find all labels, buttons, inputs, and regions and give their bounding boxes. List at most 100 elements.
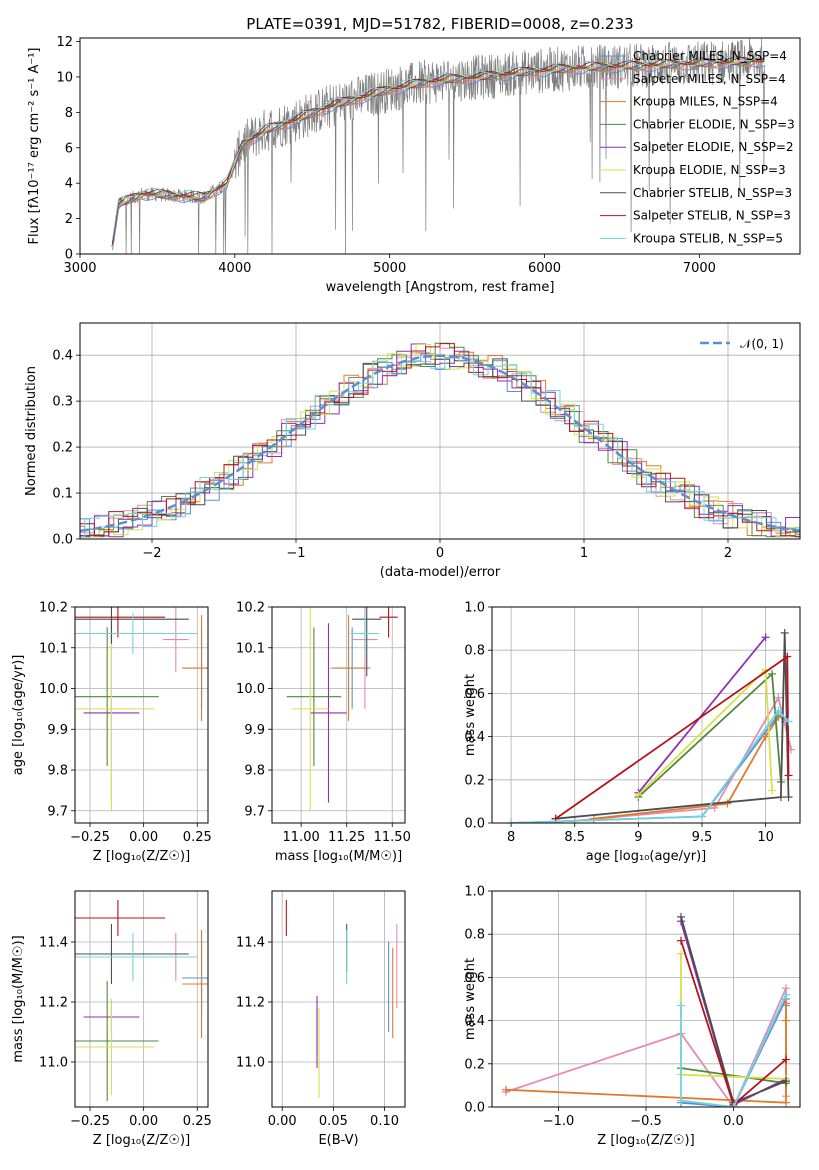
- x-tick-label: −1: [286, 546, 305, 561]
- weight-marker: [782, 1055, 790, 1064]
- x-axis-label: (data-model)/error: [380, 565, 501, 580]
- weight-marker: [782, 1098, 790, 1107]
- age_vs_Z-frame: [74, 606, 209, 824]
- hist-chabrier_stelib: [80, 358, 800, 538]
- weight-line-kroupa_elodie: [637, 667, 773, 796]
- legend-entry: Salpeter STELIB, N_SSP=3: [633, 209, 791, 223]
- model-spectrum-salpeter_stelib: [112, 56, 765, 243]
- x-tick-label: 0.25: [183, 830, 212, 845]
- weight-marker: [776, 793, 785, 802]
- y-tick-label: 9.8: [47, 764, 68, 779]
- weight-marker: [768, 669, 776, 678]
- errorbar-point: [162, 607, 189, 673]
- hist-kroupa_stelib: [80, 357, 800, 538]
- weight_vs_age-axes: 8 8.5 9 9.5 10 0.0 0.2 0.4 0.6 0.8 1.0 age [log₁₀(a…: [463, 601, 800, 864]
- x-tick-label: 2: [724, 546, 732, 561]
- x-tick-label: 8: [507, 830, 515, 845]
- weight_vs_Z-series: [502, 912, 790, 1107]
- x-tick-label: −0.25: [70, 830, 110, 845]
- weight_vs_Z-frame: [491, 890, 801, 1108]
- y-tick-label: 0.0: [464, 817, 485, 832]
- y-tick-label: 9.9: [244, 723, 265, 738]
- spectrum-legend: Chabrier MILES, N_SSP=4 Salpeter MILES, N…: [600, 49, 795, 245]
- legend-entry: Chabrier STELIB, N_SSP=3: [633, 186, 792, 200]
- x-tick-label: −2: [142, 546, 161, 561]
- x-tick-label: 0.00: [268, 1114, 297, 1129]
- mass_vs_Z-points: [75, 900, 208, 1101]
- weight-line-kroupa_stelib: [511, 709, 790, 823]
- y-tick-label: 9.7: [47, 804, 68, 819]
- weight-marker: [698, 812, 706, 821]
- weight-marker: [784, 717, 793, 726]
- age_vs_mass-points: [286, 607, 398, 811]
- weight-marker: [780, 628, 789, 637]
- y-tick-label: 10.2: [39, 601, 68, 616]
- y-tick-label: 0.6: [464, 687, 485, 702]
- y-tick-label: 0.2: [464, 773, 485, 788]
- weight-line-salpeter_miles: [574, 695, 792, 822]
- x-tick-label: 4000: [218, 261, 251, 276]
- weight-line-kroupa_miles: [593, 716, 780, 820]
- x-tick-label: 0: [436, 546, 444, 561]
- y-axis-label: Flux [fλ10⁻¹⁷ erg cm⁻² s⁻¹ A⁻¹]: [27, 48, 42, 245]
- y-tick-label: 10.0: [39, 682, 68, 697]
- y-tick-label: 12: [56, 35, 73, 50]
- errorbar-point: [75, 900, 166, 936]
- weight-marker: [677, 949, 685, 958]
- x-tick-label: 10: [757, 830, 774, 845]
- errorbar-point: [330, 615, 367, 722]
- y-axis-label: Normed distribution: [24, 366, 39, 496]
- weight-marker: [677, 1096, 685, 1105]
- legend-entry: Kroupa ELODIE, N_SSP=3: [633, 163, 786, 177]
- y-tick-label: 10: [56, 70, 73, 85]
- model-spectrum-kroupa_stelib: [112, 54, 765, 240]
- y-tick-label: 11.4: [39, 936, 68, 951]
- y-tick-label: 9.8: [244, 764, 265, 779]
- y-tick-label: 10.1: [236, 641, 265, 656]
- residual-hists: [80, 342, 800, 538]
- errorbar-point: [75, 933, 198, 981]
- observed-spectrum: [111, 38, 765, 254]
- y-axis-label: mass weight: [463, 674, 478, 756]
- x-axis-label: Z [log₁₀(Z/Z☉)]: [93, 1133, 190, 1148]
- weight-marker: [774, 706, 783, 715]
- x-tick-label: 9.5: [692, 830, 713, 845]
- errorbar-point: [75, 999, 155, 1095]
- weight-line-salpeter_elodie: [637, 636, 767, 794]
- legend-entry: Salpeter MILES, N_SSP=4: [633, 72, 786, 86]
- y-tick-label: 0.3: [52, 395, 73, 410]
- weight-marker: [761, 633, 770, 642]
- y-axis-label: age [log₁₀(age/yr)]: [11, 655, 26, 776]
- x-tick-label: 7000: [683, 261, 716, 276]
- y-axis-label: mass [log₁₀(M/M☉)]: [11, 935, 26, 1062]
- weight-marker: [634, 790, 643, 799]
- x-tick-label: 3000: [63, 261, 96, 276]
- x-axis-label: E(B-V): [318, 1133, 358, 1148]
- weight-marker: [784, 771, 793, 780]
- y-tick-label: 4: [65, 177, 73, 192]
- errorbar-point: [75, 924, 189, 984]
- x-tick-label: 0.05: [319, 1114, 348, 1129]
- weight-marker: [677, 936, 685, 945]
- errorbar-point: [352, 607, 382, 677]
- y-tick-label: 2: [65, 212, 73, 227]
- model-spectrum-chabrier_miles: [112, 62, 765, 251]
- age_vs_Z-axes: −0.25 0.00 0.25 9.7 9.8 9.9 10.0 10.1 10.2 Z [log…: [11, 601, 212, 865]
- x-tick-label: 5000: [373, 261, 406, 276]
- errorbar-point: [350, 613, 380, 654]
- x-tick-label: 11.50: [374, 830, 411, 845]
- spectrum-axes: 3000 4000 5000 6000 7000 0 2 4 6 8 10 12 wavelength …: [27, 35, 716, 295]
- y-tick-label: 10.0: [236, 682, 265, 697]
- x-tick-label: 8.5: [564, 830, 585, 845]
- legend-entry: 𝒩(0, 1): [740, 337, 784, 351]
- legend-entry: Chabrier ELODIE, N_SSP=3: [633, 117, 795, 131]
- hist-kroupa_elodie: [80, 344, 800, 538]
- y-tick-label: 6: [65, 141, 73, 156]
- errorbar-point: [75, 607, 189, 644]
- y-tick-label: 0.4: [464, 730, 485, 745]
- weight-marker: [502, 1085, 510, 1094]
- weight-marker: [782, 990, 790, 999]
- y-tick-label: 11.0: [39, 1056, 68, 1071]
- x-tick-label: 0.10: [370, 1114, 399, 1129]
